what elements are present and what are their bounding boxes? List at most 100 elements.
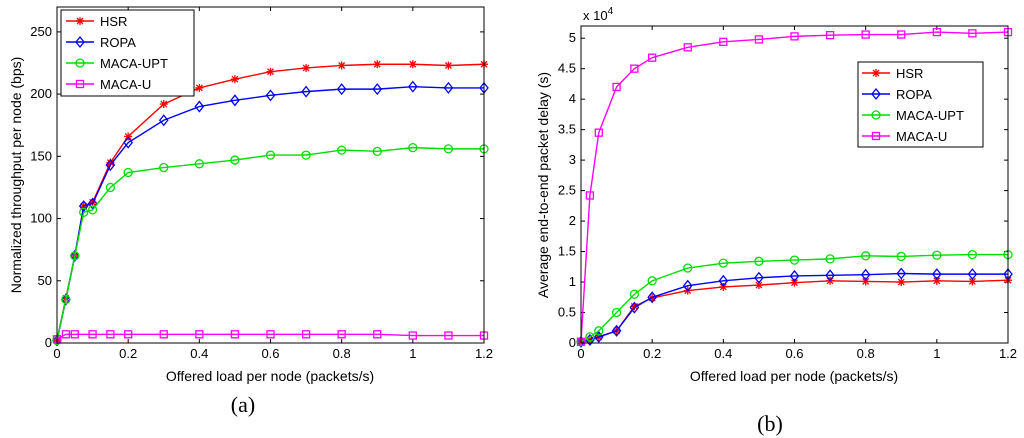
y-tick-label: 5 [569, 30, 576, 45]
data-point-maca-u [594, 128, 603, 137]
data-point-maca-upt [408, 142, 418, 153]
data-point-maca-u [825, 30, 835, 40]
x-tick-label: 0.4 [714, 346, 732, 361]
x-tick-label: 1 [409, 346, 416, 361]
data-point-maca-u [408, 331, 417, 340]
data-point-ropa [896, 267, 907, 280]
y-tick-label: 2 [569, 213, 576, 228]
legend-item-maca-upt: MACA-UPT [862, 108, 964, 123]
series-line-maca-u [56, 333, 484, 340]
data-point-maca-u [301, 330, 311, 339]
legend-item-maca-u: MACA-U [66, 77, 151, 92]
series-line-ropa [56, 85, 484, 341]
data-point-maca-upt [372, 146, 382, 157]
data-point-hsr [932, 276, 941, 285]
x-tick-label: 0 [577, 346, 584, 361]
x-tick-label: 0.8 [857, 346, 875, 361]
data-point-hsr [266, 67, 275, 76]
data-point-ropa [611, 324, 622, 337]
data-point-maca-u [754, 35, 764, 44]
data-point-maca-upt [647, 276, 657, 286]
data-point-maca-upt [194, 159, 204, 169]
x-tick-label: 1.2 [475, 346, 493, 361]
legend-label-maca-u: MACA-U [896, 129, 947, 144]
data-point-maca-u [195, 330, 204, 339]
legend-item-maca-upt: MACA-UPT [66, 56, 168, 71]
x-tick-label: 0.2 [119, 346, 137, 361]
series-line-ropa [580, 272, 1008, 343]
data-point-ropa [682, 279, 693, 292]
y-tick-label: 200 [30, 86, 52, 101]
data-point-maca-upt [585, 332, 595, 342]
series-line-maca-upt [56, 146, 484, 341]
data-point-maca-upt [683, 263, 693, 273]
data-point-ropa [372, 83, 383, 96]
data-point-ropa [967, 268, 978, 281]
data-point-maca-upt [967, 249, 978, 260]
y-tick-label: 3.5 [558, 122, 576, 137]
data-point-ropa [105, 159, 116, 172]
data-point-ropa [443, 81, 454, 94]
x-tick-label: 0.6 [261, 346, 279, 361]
data-point-ropa [408, 80, 418, 93]
y-multiplier-exponent: 4 [608, 6, 614, 17]
data-point-hsr [195, 83, 204, 92]
data-point-maca-upt [123, 167, 133, 178]
data-point-maca-u [932, 27, 941, 37]
data-point-ropa [158, 114, 169, 127]
data-point-maca-upt [61, 294, 71, 305]
legend-item-hsr: HSR [862, 66, 923, 81]
legend-label-ropa: ROPA [896, 87, 932, 102]
data-point-maca-u [106, 330, 115, 339]
data-point-maca-upt [789, 255, 800, 265]
chart-a: 0 0.2 0.4 0.6 0.8 1 1.2 0 50 100 150 200 250 Offered… [8, 6, 493, 417]
data-point-maca-u [266, 330, 275, 339]
data-point-hsr [719, 282, 728, 291]
legend-label-maca-u: MACA-U [100, 77, 151, 92]
legend-item-hsr: HSR [66, 14, 127, 29]
chart-b: 0 0.2 0.4 0.6 0.8 1 1.2 0 0.5 1 1.5 2 2.5 3 3.5 4 4.5 5 x… [535, 6, 1017, 436]
data-point-ropa [69, 249, 80, 262]
y-tick-label: 1 [569, 274, 576, 289]
legend-marker-hsr [872, 69, 880, 77]
data-point-hsr [230, 75, 239, 84]
legend-marker-maca-u [871, 131, 881, 141]
y-tick-label: 1.5 [558, 244, 576, 259]
data-point-ropa [860, 268, 871, 281]
data-point-maca-upt [265, 150, 276, 160]
data-point-maca-u [630, 64, 639, 73]
y-tick-label: 4.5 [558, 61, 576, 76]
data-point-maca-u [373, 330, 382, 339]
legend-marker-ropa [871, 87, 881, 101]
data-point-maca-upt [159, 162, 169, 173]
ticks-a: 0 0.2 0.4 0.6 0.8 1 1.2 0 50 100 150 200 250 [30, 24, 493, 361]
data-point-maca-upt [70, 251, 80, 261]
legend-marker-maca-upt [75, 58, 85, 68]
y-multiplier-b: x 104 [583, 6, 614, 23]
legend-marker-maca-u [75, 79, 85, 89]
legend-b: HSR ROPA MACA-UPT MACA-U [857, 61, 984, 148]
legend-marker-hsr [76, 17, 84, 25]
data-point-ropa [932, 268, 942, 281]
x-axis-label-b: Offered load per node (packets/s) [690, 368, 898, 384]
legend-a: HSR ROPA MACA-UPT MACA-U [60, 9, 195, 97]
y-tick-label: 3 [569, 152, 576, 167]
series-group-a [52, 60, 489, 347]
x-axis-label-a: Offered load per node (packets/s) [166, 368, 374, 384]
axes-box-a [56, 6, 485, 344]
data-point-hsr [861, 277, 870, 286]
data-point-maca-u [444, 331, 453, 340]
legend-label-hsr: HSR [896, 66, 923, 81]
data-point-hsr [159, 100, 168, 109]
data-point-maca-u [88, 330, 97, 339]
data-point-maca-upt [79, 207, 89, 217]
data-point-maca-upt [629, 289, 640, 299]
data-point-maca-u [683, 43, 692, 52]
x-tick-label: 0.6 [785, 346, 803, 361]
data-point-maca-u [612, 82, 621, 92]
data-point-maca-u [968, 29, 977, 38]
y-tick-label: 0 [569, 335, 576, 350]
data-point-maca-upt [825, 254, 835, 264]
data-point-maca-u [337, 330, 346, 339]
